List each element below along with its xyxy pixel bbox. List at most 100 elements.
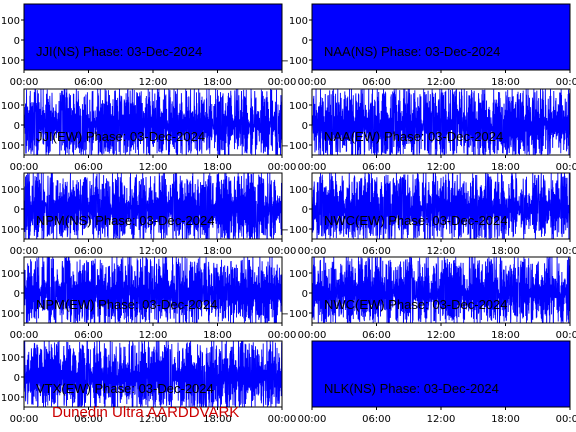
series-line — [24, 89, 282, 155]
y-tick-label: 0 — [14, 121, 20, 132]
series-line — [312, 89, 570, 155]
x-tick-label: 12:00 — [139, 330, 168, 341]
y-tick-label: −100 — [0, 56, 20, 67]
x-tick-label: 00:00 — [298, 77, 327, 88]
x-tick-label: 18:00 — [203, 414, 232, 425]
chart-panel-10: 00:00 06:00 12:00 18:00 00:00 NLK(NS) Phase: … — [298, 340, 576, 425]
panel-title: NAA(EW) Phase: 03-Dec-2024 — [324, 129, 503, 144]
x-tick-label: 06:00 — [362, 77, 391, 88]
x-tick-label: 00:00 — [10, 162, 39, 173]
y-tick-label: −100 — [0, 393, 20, 404]
x-tick-label: 06:00 — [74, 162, 103, 173]
x-tick-label: 00:00 — [298, 162, 327, 173]
x-tick-label: 18:00 — [491, 246, 520, 257]
y-tick-label: −100 — [0, 309, 20, 320]
panel-title: NWC(EW) Phase: 03-Dec-2024 — [324, 297, 508, 312]
x-tick-label: 00:00 — [556, 414, 576, 425]
x-tick-label: 12:00 — [427, 414, 456, 425]
x-tick-label: 00:00 — [10, 246, 39, 257]
chart-panel-4: 100 0 −100 00:00 06:00 12:00 18:00 00:00 NAA(EW)… — [281, 88, 576, 173]
x-tick-label: 18:00 — [491, 162, 520, 173]
x-tick-label: 12:00 — [427, 77, 456, 88]
y-tick-label: 100 — [289, 269, 308, 280]
y-tick-label: 0 — [14, 36, 20, 47]
chart-panel-6: 100 0 −100 00:00 06:00 12:00 18:00 00:00 NWC(EW)… — [281, 172, 576, 257]
y-tick-label: −100 — [0, 141, 20, 152]
y-tick-label: 100 — [1, 353, 20, 364]
x-tick-label: 06:00 — [362, 246, 391, 257]
x-tick-label: 18:00 — [491, 330, 520, 341]
x-tick-label: 06:00 — [362, 414, 391, 425]
x-tick-label: 00:00 — [268, 77, 297, 88]
y-tick-label: −100 — [0, 225, 20, 236]
x-tick-label: 06:00 — [362, 162, 391, 173]
y-tick-label: −100 — [281, 141, 308, 152]
series-line — [312, 341, 570, 407]
chart-panel-9: 100 0 −100 00:00 06:00 12:00 18:00 00:00 VTX(EW)… — [0, 340, 296, 425]
panel-title: NLK(NS) Phase: 03-Dec-2024 — [324, 381, 499, 396]
x-tick-label: 00:00 — [10, 414, 39, 425]
y-tick-label: −100 — [281, 56, 308, 67]
panel-title: JJI(EW) Phase: 03-Dec-2024 — [36, 129, 205, 144]
series-line — [312, 173, 570, 239]
chart-panel-8: 100 0 −100 00:00 06:00 12:00 18:00 00:00 NWC(EW)… — [281, 256, 576, 341]
x-tick-label: 00:00 — [268, 246, 297, 257]
x-tick-label: 12:00 — [139, 162, 168, 173]
y-tick-label: 0 — [302, 36, 308, 47]
panel-title: NAA(NS) Phase: 03-Dec-2024 — [324, 44, 500, 59]
y-tick-label: 100 — [1, 101, 20, 112]
series-line — [312, 4, 570, 70]
x-tick-label: 00:00 — [298, 414, 327, 425]
y-tick-label: 100 — [289, 185, 308, 196]
y-tick-label: 100 — [1, 16, 20, 27]
y-tick-label: 0 — [302, 121, 308, 132]
x-tick-label: 00:00 — [298, 330, 327, 341]
x-tick-label: 00:00 — [556, 77, 576, 88]
panel-title: JJI(NS) Phase: 03-Dec-2024 — [36, 44, 202, 59]
footer-title: Dunedin Ultra AARDDVARK — [52, 404, 240, 421]
x-tick-label: 12:00 — [139, 246, 168, 257]
series-line — [312, 257, 570, 323]
series-line — [24, 173, 282, 239]
panel-title: NWC(EW) Phase: 03-Dec-2024 — [324, 213, 508, 228]
x-tick-label: 00:00 — [556, 162, 576, 173]
x-tick-label: 12:00 — [139, 77, 168, 88]
chart-panel-5: 100 0 −100 00:00 06:00 12:00 18:00 00:00 NPM(NS)… — [0, 172, 297, 257]
y-tick-label: −100 — [281, 309, 308, 320]
x-tick-label: 18:00 — [203, 77, 232, 88]
x-tick-label: 06:00 — [74, 330, 103, 341]
x-tick-label: 06:00 — [74, 414, 103, 425]
chart-panel-7: 100 0 −100 00:00 06:00 12:00 18:00 00:00 NPM(EW)… — [0, 256, 297, 341]
y-tick-label: −100 — [281, 225, 308, 236]
x-tick-label: 00:00 — [556, 246, 576, 257]
y-tick-label: 0 — [14, 289, 20, 300]
x-tick-label: 06:00 — [362, 330, 391, 341]
y-tick-label: 0 — [14, 205, 20, 216]
x-tick-label: 12:00 — [427, 162, 456, 173]
x-tick-label: 00:00 — [10, 330, 39, 341]
y-tick-label: 0 — [14, 373, 20, 384]
x-tick-label: 00:00 — [268, 330, 297, 341]
y-tick-label: 100 — [289, 16, 308, 27]
x-tick-label: 18:00 — [491, 414, 520, 425]
y-tick-label: 100 — [1, 185, 20, 196]
x-tick-label: 06:00 — [74, 246, 103, 257]
x-tick-label: 12:00 — [427, 246, 456, 257]
y-tick-label: 100 — [289, 101, 308, 112]
x-tick-label: 18:00 — [203, 162, 232, 173]
chart-panel-2: 100 0 −100 00:00 06:00 12:00 18:00 00:00 NAA(NS)… — [281, 3, 576, 88]
x-tick-label: 06:00 — [74, 77, 103, 88]
y-tick-label: 0 — [302, 205, 308, 216]
x-tick-label: 12:00 — [427, 330, 456, 341]
series-line — [24, 257, 282, 323]
x-tick-label: 00:00 — [556, 330, 576, 341]
x-tick-label: 00:00 — [10, 77, 39, 88]
x-tick-label: 18:00 — [203, 246, 232, 257]
chart-panel-3: 100 0 −100 00:00 06:00 12:00 18:00 00:00 JJI(EW)… — [0, 88, 296, 173]
chart-panel-1: 100 0 −100 00:00 06:00 12:00 18:00 00:00 JJI(NS)… — [0, 3, 297, 88]
x-tick-label: 00:00 — [298, 246, 327, 257]
panel-title: VTX(EW) Phase: 03-Dec-2024 — [36, 381, 214, 396]
x-tick-label: 12:00 — [139, 414, 168, 425]
panel-title: NPM(EW) Phase: 03-Dec-2024 — [36, 297, 217, 312]
